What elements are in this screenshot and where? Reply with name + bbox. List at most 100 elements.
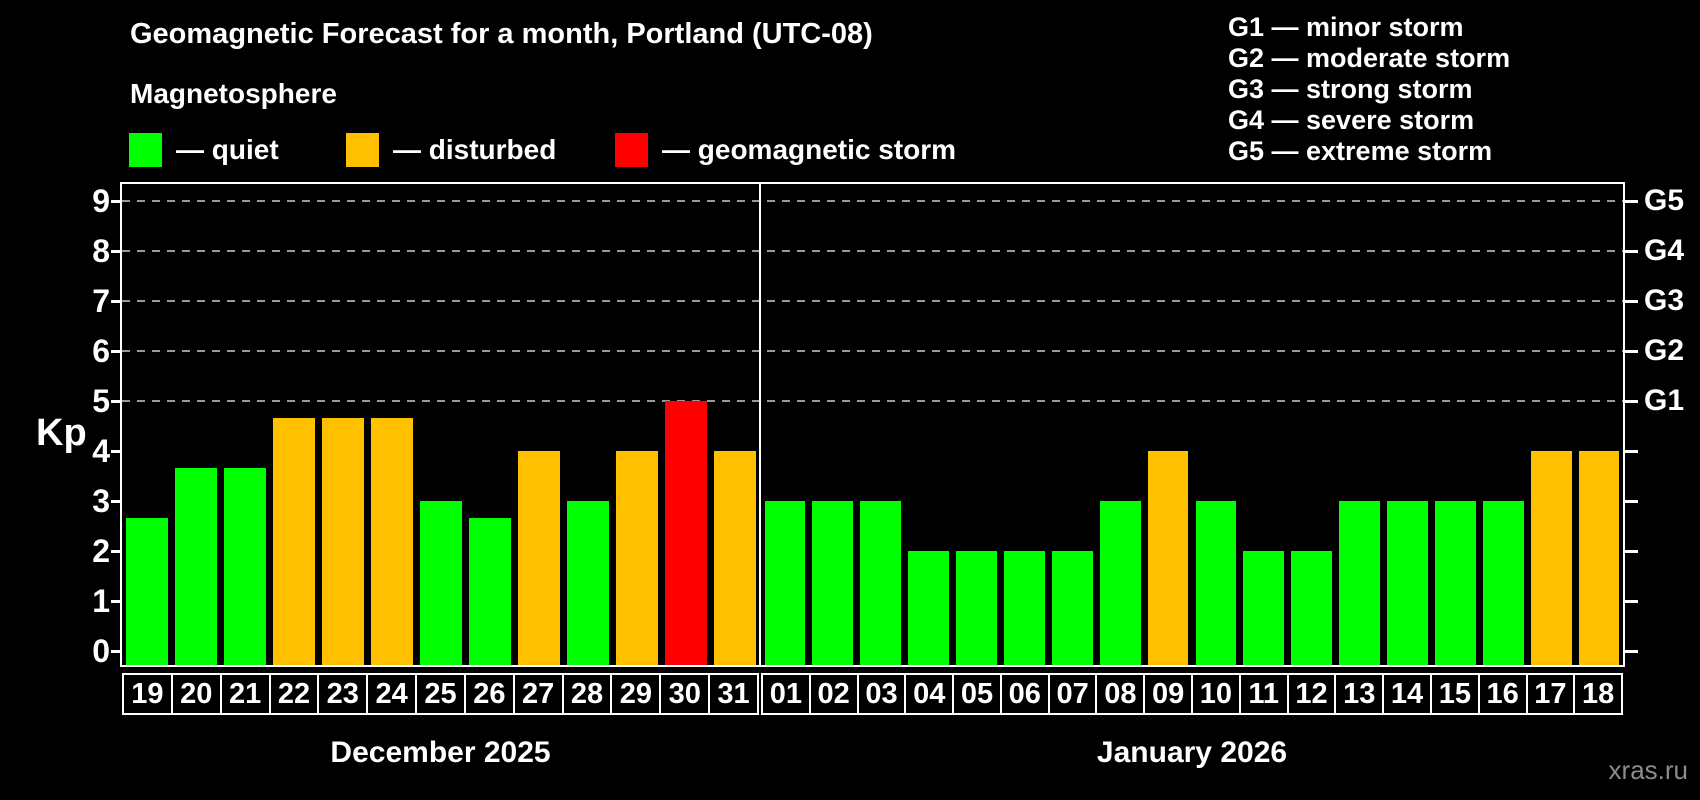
date-cell: 10 [1191, 673, 1241, 715]
quiet-color-swatch [129, 133, 162, 167]
date-cell: 28 [561, 673, 613, 715]
y-tick-right [1625, 649, 1638, 653]
y-tick-left [111, 299, 120, 303]
y-tick-right [1625, 299, 1638, 303]
y-tick-left [111, 549, 120, 553]
date-cell: 07 [1047, 673, 1098, 715]
kp-bar [860, 501, 902, 665]
date-row: 01 02 03 04 05 06 07 08 09 10 11 12 13 14 15 16 17 18 [761, 673, 1624, 715]
storm-scale-legend-line: G5 — extreme storm [1228, 136, 1493, 166]
kp-bar [517, 451, 560, 665]
y-tick-label: 3 [92, 483, 110, 519]
date-cell: 17 [1525, 673, 1576, 715]
g-level-label: G1 [1644, 384, 1685, 417]
y-tick-right [1625, 249, 1638, 253]
date-cell: 13 [1334, 673, 1385, 715]
y-tick-left [111, 599, 120, 603]
kp-bar [1051, 551, 1093, 665]
y-tick-label: 8 [92, 233, 110, 269]
date-cell: 03 [856, 673, 907, 715]
kp-bar [1530, 451, 1572, 665]
y-tick-label: 1 [92, 583, 110, 619]
kp-bar [370, 417, 413, 665]
y-tick-label: 4 [92, 433, 110, 469]
kp-bar [468, 517, 511, 665]
date-cell: 29 [610, 673, 662, 715]
kp-bar [419, 501, 462, 665]
y-tick-label: 0 [92, 633, 110, 669]
y-tick-right [1625, 199, 1638, 203]
kp-bar [615, 451, 658, 665]
legend-item-disturbed: — disturbed [346, 133, 556, 167]
kp-bar [272, 417, 315, 665]
g-level-label: G2 [1644, 334, 1685, 367]
plot-inner [122, 184, 1623, 665]
storm-scale-legend: G1 — minor storm G2 — moderate storm G3 … [1228, 12, 1510, 167]
chart-title: Geomagnetic Forecast for a month, Portla… [130, 18, 873, 50]
y-tick-left [111, 399, 120, 403]
kp-bar [1339, 501, 1381, 665]
kp-bar [664, 401, 707, 665]
kp-bar [174, 467, 217, 665]
legend-item-label: — geomagnetic storm [662, 134, 957, 165]
kp-bar [908, 551, 950, 665]
kp-bar [764, 501, 806, 665]
y-tick-right [1625, 399, 1638, 403]
legend-item-quiet: — quiet [129, 133, 279, 167]
kp-bar [1578, 451, 1620, 665]
y-tick-right [1625, 549, 1638, 553]
date-cell: 21 [219, 673, 271, 715]
date-cell: 15 [1429, 673, 1480, 715]
date-cell: 27 [512, 673, 564, 715]
date-cell: 30 [659, 673, 711, 715]
date-cell: 01 [761, 673, 811, 715]
gridline-kp7 [122, 300, 1623, 302]
kp-bar [713, 451, 756, 665]
date-cell: 09 [1143, 673, 1194, 715]
storm-scale-legend-line: G2 — moderate storm [1228, 43, 1511, 73]
legend-item-storm: — geomagnetic storm [615, 133, 956, 167]
plot-area [120, 182, 1625, 667]
y-tick-left [111, 199, 120, 203]
y-tick-left [111, 649, 120, 653]
legend-item-label: — disturbed [393, 134, 557, 165]
y-tick-label: 6 [92, 333, 110, 369]
date-cell: 24 [366, 673, 418, 715]
date-cell: 11 [1238, 673, 1289, 715]
g-level-label: G4 [1644, 234, 1685, 267]
y-tick-right [1625, 499, 1638, 503]
date-cell: 06 [999, 673, 1050, 715]
kp-bar [1291, 551, 1333, 665]
y-tick-label: 5 [92, 383, 110, 419]
date-cell: 12 [1286, 673, 1337, 715]
storm-color-swatch [615, 133, 648, 167]
kp-bar [1099, 501, 1141, 665]
gridline-kp6 [122, 350, 1623, 352]
kp-bar [1434, 501, 1476, 665]
g-level-label: G5 [1644, 184, 1685, 217]
month-label: January 2026 [1096, 736, 1288, 769]
kp-bar [1147, 451, 1189, 665]
y-tick-right [1625, 349, 1638, 353]
y-axis-title: Kp [36, 412, 87, 454]
date-cell: 20 [170, 673, 222, 715]
date-cell: 08 [1095, 673, 1146, 715]
kp-bar [812, 501, 854, 665]
y-tick-left [111, 349, 120, 353]
gridline-kp9 [122, 200, 1623, 202]
kp-bar [1243, 551, 1285, 665]
watermark: xras.ru [1608, 755, 1688, 785]
gridline-kp5 [122, 400, 1623, 402]
month-label: December 2025 [330, 736, 551, 769]
date-row: 19 20 21 22 23 24 25 26 27 28 29 30 31 [122, 673, 759, 715]
legend-item-label: — quiet [176, 134, 279, 165]
gridline-kp8 [122, 250, 1623, 252]
date-cell: 25 [415, 673, 466, 715]
date-cell: 04 [904, 673, 955, 715]
date-cell: 02 [808, 673, 859, 715]
month-divider-line [759, 184, 761, 665]
kp-bar [566, 501, 609, 665]
kp-bar [1482, 501, 1524, 665]
legend-heading: Magnetosphere [130, 78, 337, 109]
date-cell: 26 [463, 673, 515, 715]
